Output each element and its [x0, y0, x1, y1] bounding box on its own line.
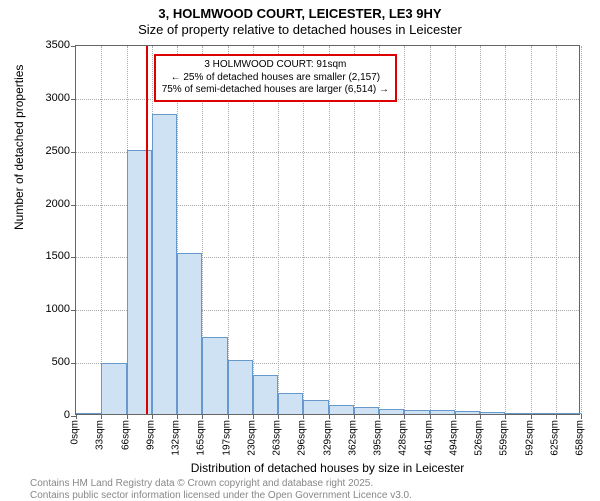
chart-title-1: 3, HOLMWOOD COURT, LEICESTER, LE3 9HY [0, 6, 600, 21]
x-tick-label: 592sqm [524, 420, 535, 456]
credit-line-2: Contains public sector information licen… [30, 490, 412, 501]
histogram-bar [379, 409, 404, 414]
histogram-bar [253, 375, 278, 414]
histogram-bar [430, 410, 455, 414]
plot-area: 3 HOLMWOOD COURT: 91sqm← 25% of detached… [75, 45, 580, 415]
y-tick-label: 3500 [30, 39, 70, 51]
histogram-bar [127, 150, 152, 414]
histogram-bar [505, 413, 530, 414]
x-tick-label: 99sqm [145, 420, 156, 450]
x-tick-label: 66sqm [120, 420, 131, 450]
histogram-chart: 3, HOLMWOOD COURT, LEICESTER, LE3 9HY Si… [0, 0, 600, 500]
x-tick-label: 362sqm [347, 420, 358, 456]
x-tick-label: 329sqm [322, 420, 333, 456]
x-tick-label: 33sqm [95, 420, 106, 450]
property-marker-line [146, 46, 148, 414]
histogram-bar [177, 253, 202, 414]
y-tick-label: 1500 [30, 250, 70, 262]
y-tick-label: 2000 [30, 198, 70, 210]
histogram-bar [228, 360, 253, 414]
x-tick-label: 461sqm [423, 420, 434, 456]
chart-title-2: Size of property relative to detached ho… [0, 22, 600, 37]
x-tick-label: 132sqm [171, 420, 182, 456]
histogram-bar [404, 410, 429, 414]
x-axis-label: Distribution of detached houses by size … [75, 461, 580, 475]
histogram-bar [278, 393, 303, 414]
property-info-box: 3 HOLMWOOD COURT: 91sqm← 25% of detached… [154, 54, 397, 102]
info-line-3: 75% of semi-detached houses are larger (… [162, 84, 389, 97]
histogram-bar [101, 363, 126, 414]
y-tick-label: 3000 [30, 92, 70, 104]
credit-line-1: Contains HM Land Registry data © Crown c… [30, 478, 373, 489]
histogram-bar [329, 405, 354, 415]
histogram-bar [455, 411, 480, 414]
x-tick-label: 197sqm [221, 420, 232, 456]
histogram-bar [76, 413, 101, 414]
histogram-bar [303, 400, 328, 414]
info-line-1: 3 HOLMWOOD COURT: 91sqm [162, 59, 389, 72]
histogram-bar [152, 114, 177, 414]
x-tick-label: 658sqm [575, 420, 586, 456]
histogram-bar [202, 337, 227, 414]
info-line-2: ← 25% of detached houses are smaller (2,… [162, 72, 389, 85]
y-tick-label: 1000 [30, 303, 70, 315]
x-tick-label: 0sqm [70, 420, 81, 444]
y-axis-label: Number of detached properties [12, 65, 26, 230]
x-tick-label: 625sqm [549, 420, 560, 456]
histogram-bar [354, 407, 379, 414]
x-tick-label: 230sqm [246, 420, 257, 456]
y-tick-label: 500 [30, 356, 70, 368]
x-tick-label: 263sqm [272, 420, 283, 456]
x-tick-label: 395sqm [373, 420, 384, 456]
x-tick-label: 165sqm [196, 420, 207, 456]
histogram-bar [480, 412, 505, 414]
histogram-bar [531, 413, 556, 414]
y-tick-label: 2500 [30, 145, 70, 157]
x-tick-label: 526sqm [474, 420, 485, 456]
x-tick-label: 428sqm [398, 420, 409, 456]
x-tick-label: 494sqm [448, 420, 459, 456]
y-tick-label: 0 [30, 409, 70, 421]
x-tick-label: 559sqm [499, 420, 510, 456]
x-tick-label: 296sqm [297, 420, 308, 456]
histogram-bar [556, 413, 581, 414]
